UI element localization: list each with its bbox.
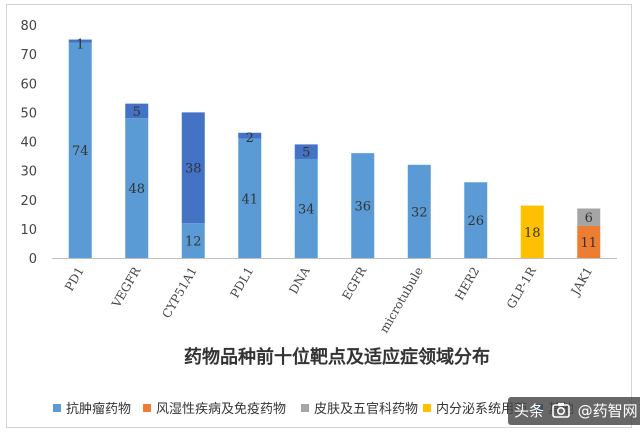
- x-tick-label: CYP51A1: [159, 265, 199, 321]
- bar-segment: [68, 39, 92, 43]
- x-tick-label: JAK1: [567, 265, 595, 300]
- legend-label: 抗肿瘤药物: [66, 402, 132, 417]
- data-label: 18: [524, 226, 541, 241]
- watermark-source: 头条: [514, 402, 545, 420]
- data-label: 5: [133, 105, 141, 120]
- legend-label: 皮肤及五官科药物: [314, 402, 419, 417]
- bar-segment: [294, 144, 318, 159]
- bar-segment: [238, 138, 262, 258]
- legend-label: 内分泌系统用药: [436, 402, 528, 417]
- x-tick-label: PDL1: [228, 265, 257, 301]
- x-tick-label: EGFR: [339, 264, 369, 303]
- data-label: 2: [246, 131, 254, 146]
- legend-item: 皮肤及五官科药物: [301, 400, 418, 420]
- x-tick-label: HER2: [452, 265, 482, 303]
- y-tick-label: 30: [20, 165, 37, 180]
- x-tick-label: PD1: [62, 265, 87, 294]
- data-label: 1: [76, 38, 84, 53]
- legend-item: 抗肿瘤药物: [53, 400, 131, 420]
- y-tick-label: 50: [20, 106, 37, 121]
- x-tick-label: VEGFR: [109, 264, 144, 311]
- y-tick-label: 20: [20, 194, 37, 209]
- bar-segment: [125, 103, 149, 119]
- legend-swatch: [53, 404, 61, 412]
- data-label: 11: [580, 236, 597, 251]
- bar-segment: [577, 225, 601, 258]
- y-tick-label: 10: [20, 223, 37, 238]
- y-tick-label: 0: [29, 252, 37, 267]
- data-label: 12: [185, 235, 202, 250]
- bar-segment: [464, 182, 488, 258]
- legend: 抗肿瘤药物风湿性疾病及免疫药物皮肤及五官科药物内分泌系统用药其他: [53, 400, 633, 424]
- legend-label: 风湿性疾病及免疫药物: [156, 402, 287, 417]
- y-tick-label: 60: [20, 77, 37, 92]
- x-tick-label: GLP-1R: [504, 264, 539, 311]
- bar-segment: [407, 164, 431, 258]
- bar-segment: [351, 153, 375, 258]
- chart-frame: 0 10 20 30 40 50 60 70 80 74 1 PD1 48 5 VEGFR 12 38 CYP51…: [6, 4, 632, 428]
- x-tick-label: DNA: [286, 264, 313, 296]
- data-label: 41: [241, 192, 258, 207]
- bar-chart: 0 10 20 30 40 50 60 70 80 74 1 PD1 48 5 VEGFR 12 38 CYP51…: [20, 19, 617, 368]
- watermark-account: @药智网: [577, 402, 638, 420]
- bar-segment: [181, 112, 205, 224]
- bar-segment: [520, 205, 544, 258]
- legend-item: 内分泌系统用药: [423, 400, 527, 420]
- data-label: 48: [128, 182, 145, 197]
- data-label: 5: [302, 146, 310, 161]
- bar-segment: [294, 158, 318, 258]
- legend-swatch: [423, 404, 431, 412]
- bar-segment: [125, 118, 149, 258]
- camera-icon: [551, 403, 570, 418]
- y-tick-label: 40: [20, 136, 37, 151]
- bar-segment: [68, 42, 92, 258]
- bar-segment: [181, 223, 205, 258]
- data-label: 74: [72, 144, 89, 159]
- bar-segment: [238, 132, 262, 139]
- y-tick-label: 80: [20, 19, 37, 34]
- data-label: 6: [585, 211, 593, 226]
- legend-swatch: [143, 404, 151, 412]
- chart-title: 药物品种前十位靶点及适应症领域分布: [184, 346, 490, 368]
- data-label: 34: [298, 202, 315, 217]
- x-tick-label: microtubule: [377, 265, 426, 336]
- y-tick-label: 70: [20, 48, 37, 63]
- bar-segment: [577, 208, 601, 226]
- data-label: 26: [467, 214, 484, 229]
- legend-item: 风湿性疾病及免疫药物: [143, 400, 286, 420]
- data-label: 32: [411, 205, 428, 220]
- legend-swatch: [301, 404, 309, 412]
- data-label: 36: [354, 200, 371, 215]
- data-label: 38: [185, 162, 202, 177]
- watermark: 头条 @药智网: [508, 397, 640, 425]
